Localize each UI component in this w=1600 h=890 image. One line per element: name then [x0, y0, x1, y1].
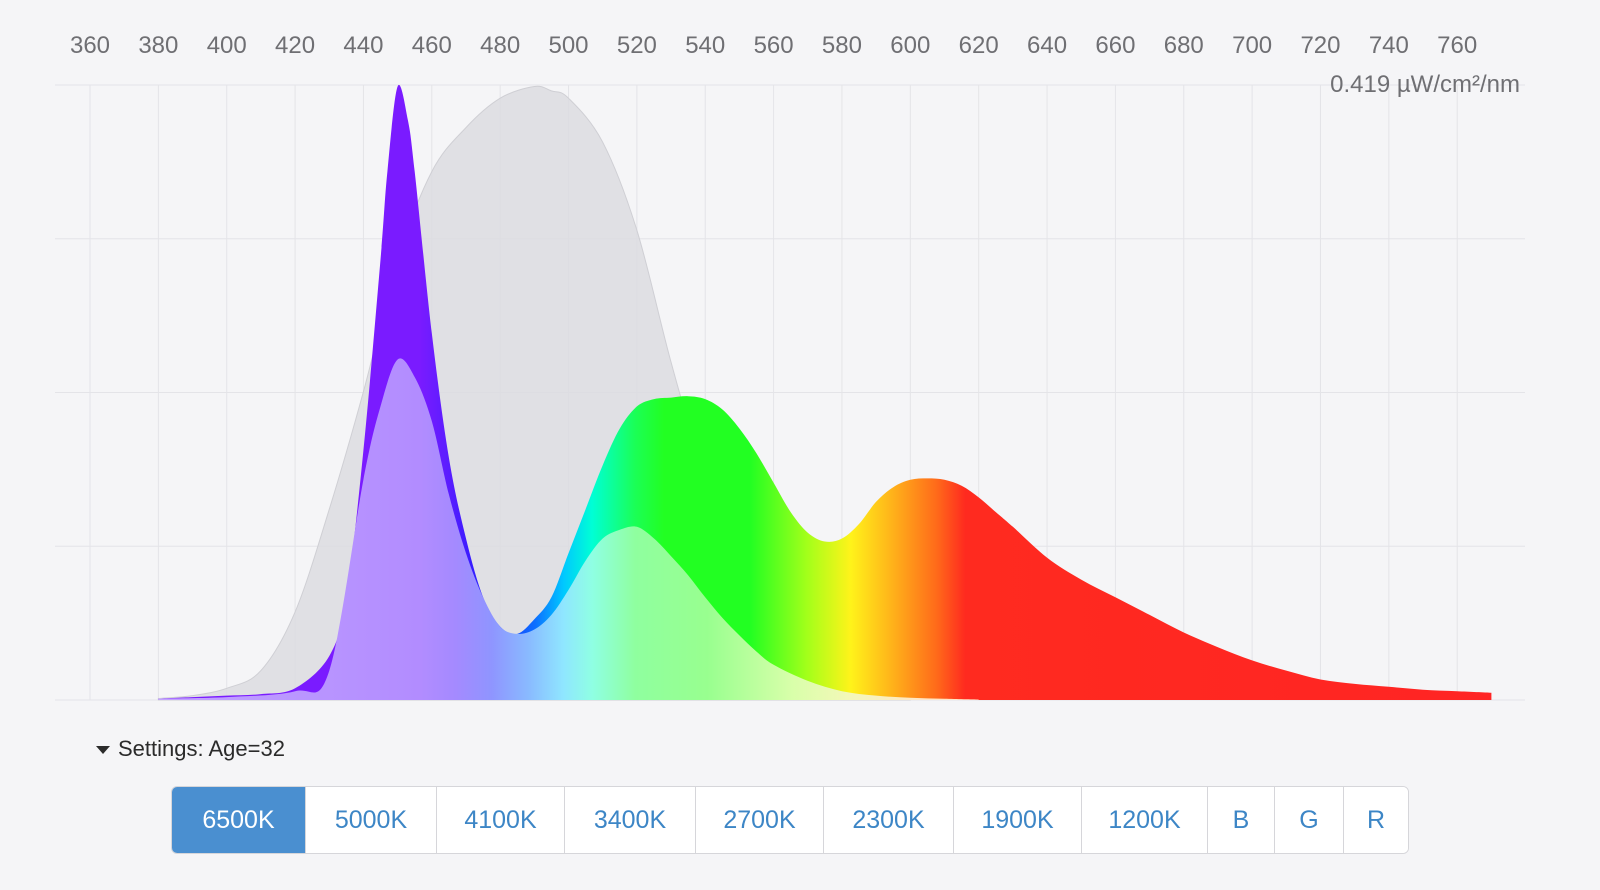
- x-tick-label: 760: [1437, 32, 1477, 59]
- x-tick-label: 520: [617, 32, 657, 59]
- x-tick-label: 640: [1027, 32, 1067, 59]
- x-tick-label: 600: [890, 32, 930, 59]
- spectrum-areas: [157, 84, 1492, 701]
- caret-down-icon: [96, 746, 110, 754]
- x-tick-label: 480: [480, 32, 520, 59]
- x-axis-ticks: 360 380 400 420 440 460 480 500 520 540 560 580 600 6…: [70, 32, 1477, 59]
- preset-button-5000k[interactable]: 5000K: [305, 787, 436, 853]
- preset-button-g[interactable]: G: [1274, 787, 1343, 853]
- age-filtered-area: [158, 358, 979, 700]
- x-tick-label: 660: [1095, 32, 1135, 59]
- x-tick-label: 500: [548, 32, 588, 59]
- x-tick-label: 620: [959, 32, 999, 59]
- preset-button-3400k[interactable]: 3400K: [564, 787, 695, 853]
- preset-button-1200k[interactable]: 1200K: [1081, 787, 1207, 853]
- preset-button-2300k[interactable]: 2300K: [823, 787, 953, 853]
- settings-label: Settings: Age=32: [118, 736, 285, 761]
- preset-button-6500k[interactable]: 6500K: [172, 787, 305, 853]
- preset-button-r[interactable]: R: [1343, 787, 1408, 853]
- preset-button-group: 6500K 5000K 4100K 3400K 2700K 2300K 1900K 1200K…: [171, 786, 1409, 854]
- x-tick-label: 540: [685, 32, 725, 59]
- x-tick-label: 360: [70, 32, 110, 59]
- x-tick-label: 720: [1300, 32, 1340, 59]
- x-tick-label: 400: [207, 32, 247, 59]
- x-tick-label: 740: [1369, 32, 1409, 59]
- preset-button-2700k[interactable]: 2700K: [695, 787, 823, 853]
- x-tick-label: 580: [822, 32, 862, 59]
- x-tick-label: 700: [1232, 32, 1272, 59]
- x-tick-label: 380: [138, 32, 178, 59]
- preset-button-4100k[interactable]: 4100K: [436, 787, 564, 853]
- spectrum-chart: 360 380 400 420 440 460 480 500 520 540 560 580 600 6…: [55, 32, 1525, 701]
- y-max-label: 0.419 µW/cm²/nm: [1330, 71, 1520, 98]
- x-tick-label: 680: [1164, 32, 1204, 59]
- preset-button-1900k[interactable]: 1900K: [953, 787, 1081, 853]
- x-tick-label: 440: [343, 32, 383, 59]
- spectrum-area: [158, 84, 1492, 701]
- x-tick-label: 460: [412, 32, 452, 59]
- preset-button-b[interactable]: B: [1207, 787, 1274, 853]
- x-tick-label: 560: [754, 32, 794, 59]
- settings-toggle[interactable]: Settings: Age=32: [96, 736, 285, 762]
- x-tick-label: 420: [275, 32, 315, 59]
